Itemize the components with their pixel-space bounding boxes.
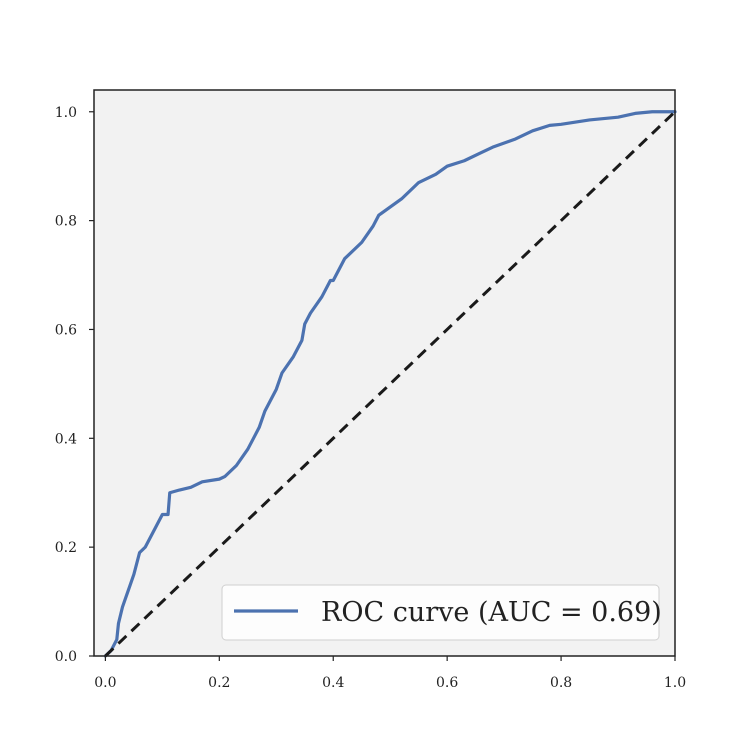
x-tick-label: 0.6 <box>436 675 458 691</box>
plot-curves <box>103 110 677 658</box>
y-tick-label: 0.4 <box>55 431 77 447</box>
roc-curve-line <box>103 110 677 658</box>
chance-diagonal-line <box>104 110 677 658</box>
plot-frame <box>93 89 676 657</box>
legend-label-roc: ROC curve (AUC = 0.69) <box>321 597 662 628</box>
x-tick-label: 0.4 <box>322 675 344 691</box>
x-tick-label: 0.8 <box>550 675 572 691</box>
x-tick-label: 0.0 <box>94 675 116 691</box>
x-axis: 0.0 0.2 0.4 0.6 0.8 1.0 <box>94 656 686 691</box>
y-axis: 0.0 0.2 0.4 0.6 0.8 1.0 <box>55 105 94 665</box>
legend-box <box>221 584 660 641</box>
legend: ROC curve (AUC = 0.69) <box>221 584 662 641</box>
y-tick-label: 0.0 <box>55 649 77 665</box>
plot-background <box>94 90 675 656</box>
y-tick-label: 0.2 <box>55 540 77 556</box>
x-tick-label: 1.0 <box>664 675 686 691</box>
y-tick-label: 0.8 <box>55 214 77 230</box>
y-tick-label: 1.0 <box>55 105 77 121</box>
x-tick-label: 0.2 <box>208 675 230 691</box>
y-tick-label: 0.6 <box>55 322 77 338</box>
